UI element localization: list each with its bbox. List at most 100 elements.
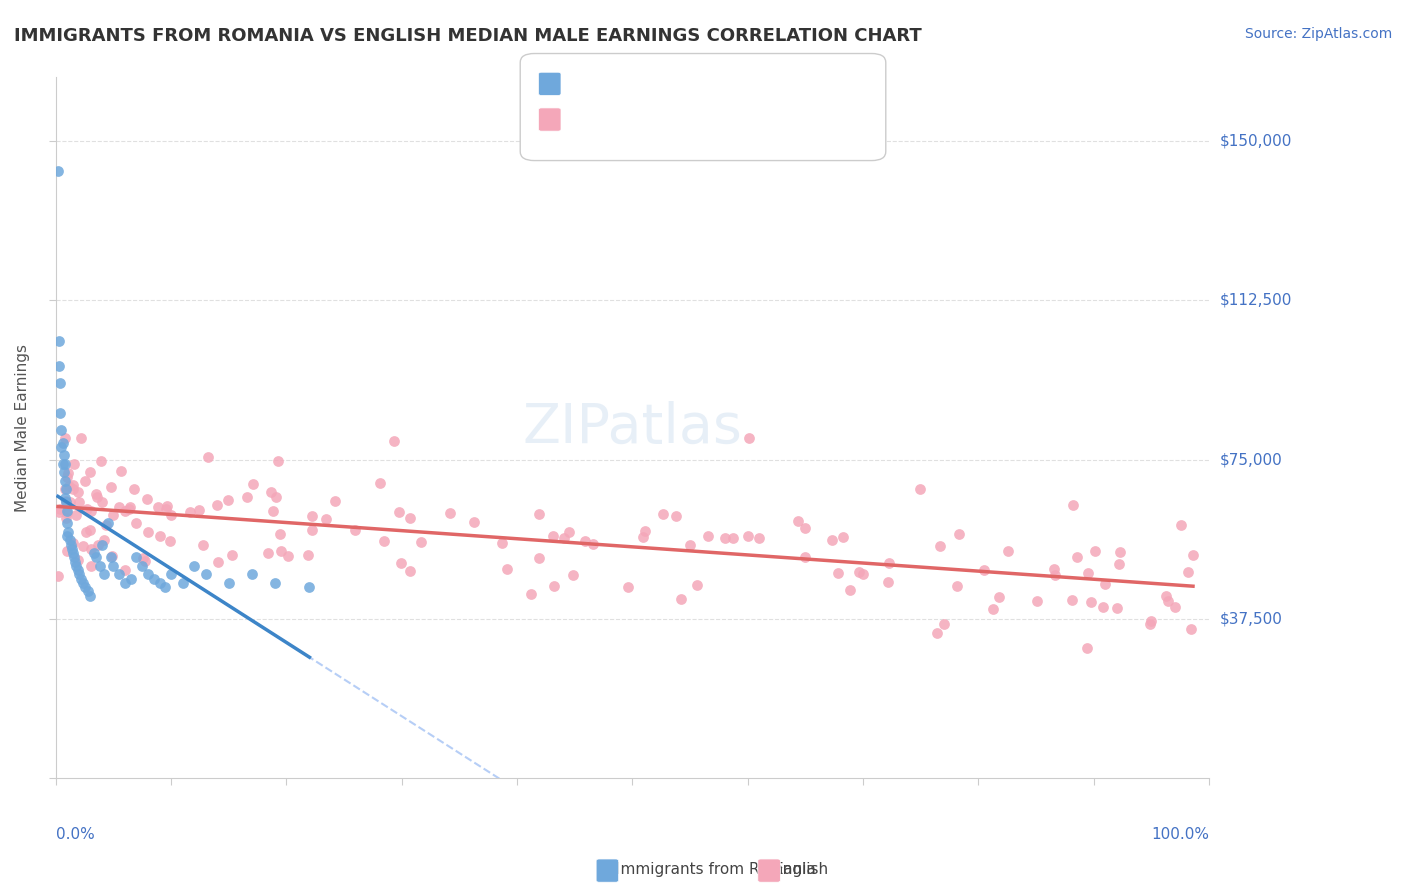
Point (1060, 593, 1083, 607)
Point (1084, 543, 1107, 558)
Point (90, 538, 112, 552)
Point (1080, 595, 1102, 609)
Text: $37,500: $37,500 (1220, 612, 1284, 626)
Point (240, 567, 263, 582)
Point (1105, 601, 1128, 615)
Point (75, 524, 97, 539)
Text: IMMIGRANTS FROM ROMANIA VS ENGLISH MEDIAN MALE EARNINGS CORRELATION CHART: IMMIGRANTS FROM ROMANIA VS ENGLISH MEDIA… (14, 27, 922, 45)
Point (55, 511, 77, 525)
Point (77, 584, 100, 599)
Point (118, 502, 141, 516)
Point (389, 556, 412, 570)
Point (344, 523, 367, 537)
Point (90, 495, 112, 509)
Point (1164, 600, 1187, 615)
Point (52, 449, 75, 463)
Point (65, 555, 87, 569)
Point (72, 575, 94, 590)
Point (125, 550, 148, 565)
Point (1077, 566, 1099, 580)
Point (520, 587, 543, 601)
Point (62, 546, 84, 560)
Point (73, 580, 96, 594)
Point (46, 569, 69, 583)
Point (146, 500, 169, 515)
Point (56, 544, 79, 558)
Point (496, 562, 519, 576)
Point (1092, 600, 1115, 615)
Point (58, 524, 80, 539)
Point (242, 477, 264, 491)
Point (131, 558, 153, 573)
Point (120, 572, 142, 586)
Point (56, 503, 79, 517)
Point (142, 572, 165, 586)
Point (409, 535, 432, 549)
Point (794, 521, 817, 535)
Point (562, 568, 585, 582)
Point (80, 542, 103, 557)
Point (73, 474, 96, 488)
Point (188, 503, 211, 517)
Point (179, 505, 201, 519)
Point (97, 516, 120, 531)
Point (794, 550, 817, 565)
Point (973, 563, 995, 577)
Point (48, 359, 70, 374)
Point (737, 529, 759, 543)
Point (79, 466, 101, 480)
Point (262, 504, 284, 518)
Point (382, 434, 405, 448)
Point (217, 492, 239, 507)
Point (63, 550, 86, 565)
Point (58, 495, 80, 509)
Point (491, 535, 513, 549)
Point (148, 529, 170, 543)
Point (65, 508, 87, 522)
Point (56, 506, 79, 520)
Point (617, 581, 640, 595)
Point (89, 558, 111, 573)
Text: 0.0%: 0.0% (56, 827, 94, 842)
Point (269, 527, 291, 541)
Point (49, 406, 72, 420)
Point (686, 578, 709, 592)
Point (70, 572, 93, 586)
Point (114, 575, 136, 590)
Point (66, 485, 89, 500)
Point (1026, 593, 1049, 607)
Point (553, 532, 575, 546)
Point (207, 555, 229, 569)
Point (100, 480, 122, 494)
Point (679, 538, 702, 552)
Point (183, 558, 205, 573)
Point (159, 534, 181, 549)
Point (100, 550, 122, 565)
Point (48, 505, 70, 519)
Point (55, 494, 77, 508)
Text: English: English (773, 863, 828, 877)
Point (55, 483, 77, 497)
Point (1180, 622, 1202, 636)
Point (56, 516, 79, 531)
Point (136, 567, 159, 582)
Text: R = -0.151  N =  59: R = -0.151 N = 59 (555, 78, 706, 92)
Point (574, 533, 596, 548)
Point (110, 464, 132, 478)
Point (373, 534, 395, 549)
Point (67, 567, 90, 582)
Point (125, 516, 148, 531)
Point (93, 567, 115, 582)
Point (156, 500, 179, 514)
Point (839, 582, 862, 597)
Point (86, 491, 108, 505)
Point (160, 567, 183, 582)
Point (1170, 518, 1192, 533)
Point (713, 531, 735, 545)
Point (301, 509, 323, 524)
Point (948, 526, 970, 541)
Point (399, 510, 422, 524)
Point (63, 457, 86, 471)
Point (124, 483, 146, 497)
Point (49, 502, 72, 516)
